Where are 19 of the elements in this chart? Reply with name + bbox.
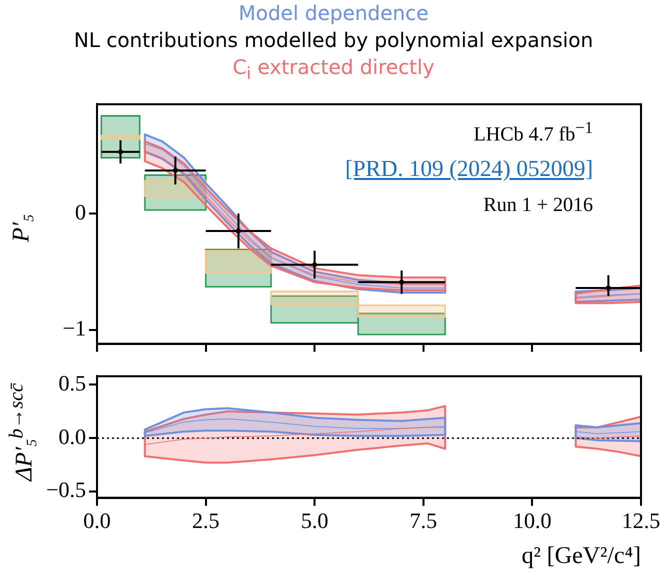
x-tick-label: 12.5 — [622, 508, 660, 533]
y-tick-label: −1 — [62, 316, 86, 341]
x-tick-label: 2.5 — [192, 508, 220, 533]
y-axis-title: P′₅ — [8, 214, 36, 242]
annotation: LHCb 4.7 fb$^{−1}$ — [474, 118, 593, 147]
text: Model dependence — [237, 0, 430, 27]
x-tick-label: 10.0 — [512, 508, 552, 533]
text: NL contributions modelled by polynomial expansion — [72, 27, 594, 54]
y-tick-label: −0.5 — [46, 477, 86, 502]
text: C$_{i}$ extracted directly — [232, 54, 436, 85]
x-tick-label: 7.5 — [410, 508, 438, 533]
x-axis-title: q² [GeV²/c⁴] — [522, 542, 641, 569]
y-tick-label: 0.5 — [58, 370, 86, 396]
annotation: Run 1 + 2016 — [483, 194, 593, 217]
annotation: [PRD. 109 (2024) 052009] — [345, 156, 593, 182]
y-tick-label: 0 — [75, 199, 86, 224]
x-tick-label: 5.0 — [300, 508, 328, 533]
x-tick-label: 0.0 — [83, 508, 111, 533]
y-tick-label: 0.0 — [58, 424, 86, 449]
